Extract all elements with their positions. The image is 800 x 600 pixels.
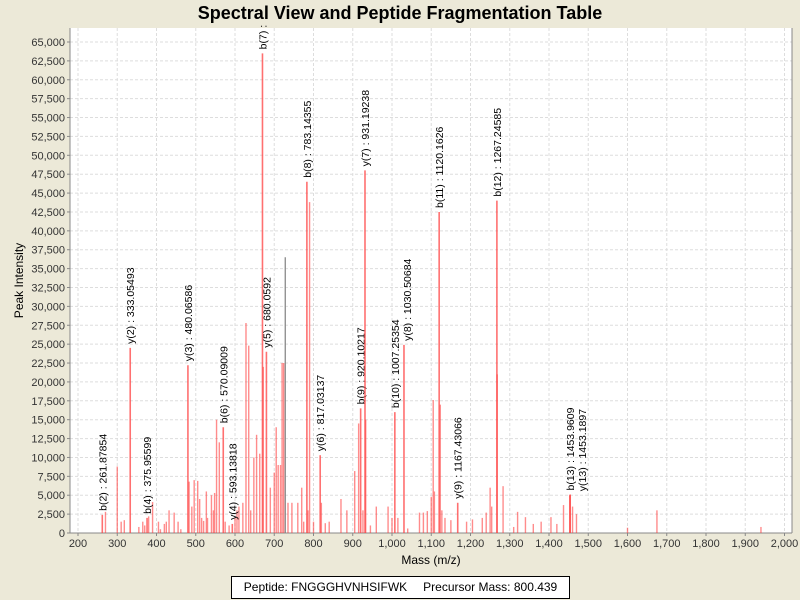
y-tick-label: 62,500: [31, 56, 65, 68]
peak-label: b(13) : 1453.9609: [565, 407, 577, 490]
y-tick-label: 30,000: [31, 301, 65, 313]
peak-label: y(4) : 593.13818: [227, 443, 239, 520]
x-tick-label: 400: [147, 538, 165, 550]
x-tick-label: 900: [344, 538, 362, 550]
x-tick-label: 1,300: [496, 538, 524, 550]
peak-label: b(10) : 1007.25354: [390, 319, 402, 408]
peak-label: b(4) : 375.95599: [142, 437, 154, 514]
peak-label: y(6) : 817.03137: [315, 375, 327, 452]
y-tick-label: 20,000: [31, 377, 65, 389]
y-tick-label: 50,000: [31, 150, 65, 162]
y-tick-label: 5,000: [37, 490, 65, 502]
x-tick-label: 1,200: [457, 538, 485, 550]
peak-label: b(6) : 570.09009: [218, 346, 230, 423]
x-tick-label: 1,700: [653, 538, 681, 550]
y-tick-label: 0: [59, 528, 65, 540]
peak-label: b(12) : 1267.24585: [492, 108, 504, 197]
peak-label: b(2) : 261.87854: [97, 434, 109, 511]
y-tick-label: 37,500: [31, 245, 65, 257]
y-tick-label: 65,000: [31, 37, 65, 49]
y-tick-label: 15,000: [31, 415, 65, 427]
y-tick-label: 25,000: [31, 339, 65, 351]
x-tick-label: 300: [108, 538, 126, 550]
peak-label: y(8) : 1030.50684: [402, 258, 414, 340]
peak-label: y(7) : 931.19238: [360, 90, 372, 167]
peak-label: b(7) :: [257, 25, 269, 50]
y-tick-label: 22,500: [31, 358, 65, 370]
peak-label: y(5) : 680.0592: [261, 277, 273, 348]
peak-label: b(9) : 920.10217: [356, 327, 368, 404]
x-tick-label: 2,000: [771, 538, 799, 550]
peak-label: y(3) : 480.06586: [183, 285, 195, 362]
y-tick-label: 12,500: [31, 434, 65, 446]
y-tick-label: 42,500: [31, 207, 65, 219]
y-tick-label: 57,500: [31, 94, 65, 106]
x-tick-label: 1,600: [614, 538, 642, 550]
x-tick-label: 1,500: [574, 538, 602, 550]
x-tick-label: 1,800: [692, 538, 720, 550]
x-tick-label: 1,000: [378, 538, 406, 550]
peptide-label: Peptide: FNGGGHVNHSIFWK: [243, 580, 408, 594]
legend: Peptide: FNGGGHVNHSIFWK Precursor Mass: 8…: [231, 576, 570, 599]
y-axis-label: Peak Intensity: [12, 243, 26, 318]
peak-label: y(2) : 333.05493: [125, 267, 137, 344]
y-tick-label: 47,500: [31, 169, 65, 181]
y-tick-label: 40,000: [31, 226, 65, 238]
y-tick-label: 52,500: [31, 131, 65, 143]
peak-label: y(9) : 1167.43066: [453, 417, 465, 499]
y-tick-label: 55,000: [31, 113, 65, 125]
y-tick-label: 2,500: [37, 509, 65, 521]
x-tick-label: 500: [187, 538, 205, 550]
precursor-mass-label: Precursor Mass: 800.439: [423, 580, 558, 594]
x-axis-label: Mass (m/z): [401, 553, 460, 567]
x-tick-label: 1,100: [417, 538, 445, 550]
y-tick-label: 60,000: [31, 75, 65, 87]
x-tick-label: 800: [304, 538, 322, 550]
x-tick-label: 600: [226, 538, 244, 550]
peak-label: b(8) : 783.14355: [302, 101, 314, 178]
chart-title: Spectral View and Peptide Fragmentation …: [197, 3, 603, 23]
peak-label: y(13) : 1453.1897: [577, 409, 589, 491]
y-tick-label: 32,500: [31, 283, 65, 295]
y-tick-label: 45,000: [31, 188, 65, 200]
y-tick-label: 7,500: [37, 471, 65, 483]
y-tick-label: 10,000: [31, 452, 65, 464]
peak-label: b(11) : 1120.1626: [434, 126, 446, 207]
y-tick-label: 17,500: [31, 396, 65, 408]
x-tick-label: 1,900: [731, 538, 759, 550]
y-tick-label: 35,000: [31, 264, 65, 276]
x-tick-label: 700: [265, 538, 283, 550]
x-tick-label: 200: [69, 538, 87, 550]
x-tick-label: 1,400: [535, 538, 563, 550]
y-tick-label: 27,500: [31, 320, 65, 332]
